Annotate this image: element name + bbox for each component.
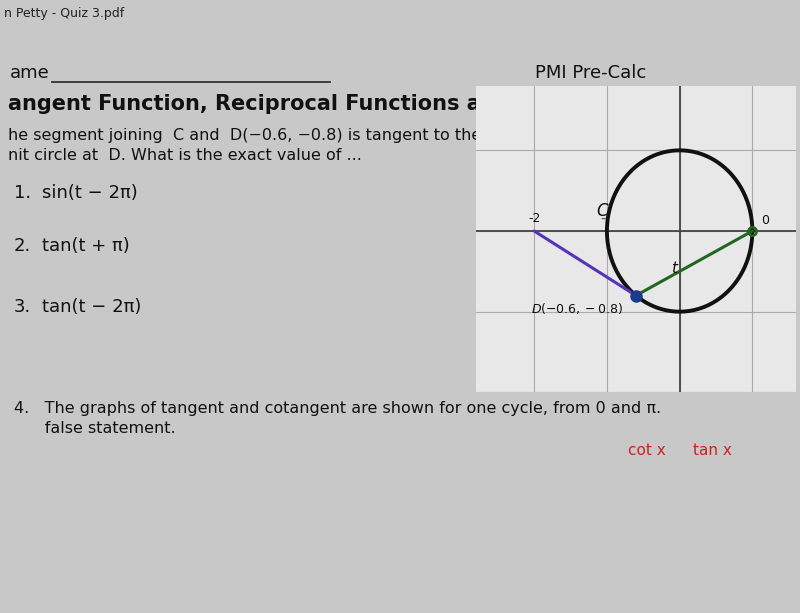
- Text: cot x: cot x: [628, 443, 666, 458]
- Text: he segment joining  C and  D(−0.6, −0.8) is tangent to the: he segment joining C and D(−0.6, −0.8) i…: [8, 129, 482, 143]
- Text: tan(t + π): tan(t + π): [42, 237, 130, 256]
- Text: sin(t − 2π): sin(t − 2π): [42, 185, 138, 202]
- Text: tan(t − 2π): tan(t − 2π): [42, 299, 142, 316]
- Text: PMI Pre-Calc: PMI Pre-Calc: [535, 64, 646, 82]
- Text: false statement.: false statement.: [14, 421, 176, 436]
- Text: $t$: $t$: [671, 260, 679, 276]
- Text: $C$: $C$: [596, 202, 610, 221]
- Text: 0: 0: [761, 214, 769, 227]
- Text: ame: ame: [10, 64, 50, 82]
- Text: tan x: tan x: [693, 443, 732, 458]
- Text: 3.: 3.: [14, 299, 31, 316]
- Text: 1.: 1.: [14, 185, 31, 202]
- Text: -2: -2: [528, 211, 540, 224]
- Text: $D(-0.6, -0.8)$: $D(-0.6, -0.8)$: [530, 301, 622, 316]
- Text: 4.   The graphs of tangent and cotangent are shown for one cycle, from 0 and π.: 4. The graphs of tangent and cotangent a…: [14, 401, 661, 416]
- Text: nit circle at  D. What is the exact value of ...: nit circle at D. What is the exact value…: [8, 148, 362, 164]
- Text: 2.: 2.: [14, 237, 31, 256]
- Text: n Petty - Quiz 3.pdf: n Petty - Quiz 3.pdf: [4, 7, 124, 20]
- Text: -: -: [601, 210, 606, 226]
- Text: angent Function, Reciprocal Functions and their Graphs – C: angent Function, Reciprocal Functions an…: [8, 94, 706, 113]
